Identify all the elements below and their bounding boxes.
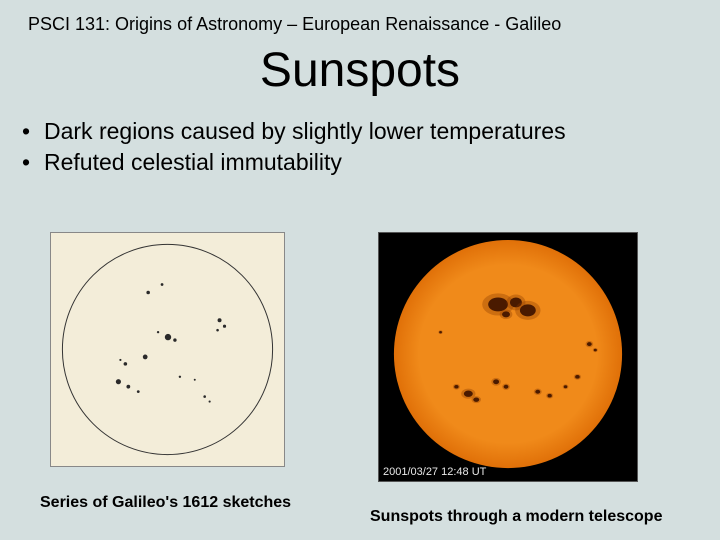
bullet-item: • Dark regions caused by slightly lower … <box>22 116 720 147</box>
bullet-text: Refuted celestial immutability <box>44 147 342 178</box>
course-header: PSCI 131: Origins of Astronomy – Europea… <box>0 0 720 35</box>
figures-region: 2001/03/27 12:48 UT <box>0 232 720 492</box>
bullet-text: Dark regions caused by slightly lower te… <box>44 116 566 147</box>
bullet-dot-icon: • <box>22 147 44 178</box>
photo-timestamp: 2001/03/27 12:48 UT <box>383 466 486 478</box>
bullet-list: • Dark regions caused by slightly lower … <box>22 116 720 178</box>
figure2-caption: Sunspots through a modern telescope <box>370 508 662 526</box>
galileo-sketch-figure <box>50 232 285 467</box>
modern-telescope-figure: 2001/03/27 12:48 UT <box>378 232 638 482</box>
bullet-dot-icon: • <box>22 116 44 147</box>
slide-title: Sunspots <box>0 43 720 98</box>
figure1-caption: Series of Galileo's 1612 sketches <box>40 494 291 512</box>
bullet-item: • Refuted celestial immutability <box>22 147 720 178</box>
